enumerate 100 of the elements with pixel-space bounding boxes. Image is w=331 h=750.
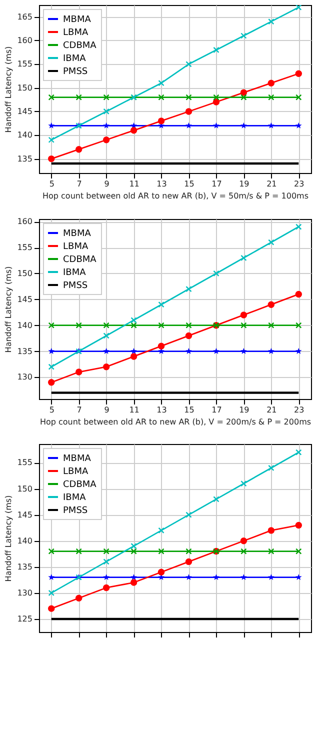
point <box>103 548 110 554</box>
point <box>158 527 164 534</box>
point <box>240 312 248 318</box>
legend-label: LBMA <box>63 28 89 38</box>
y-tick-label: 140 <box>17 130 32 140</box>
legend-label: IBMA <box>63 268 87 278</box>
x-tick-label: 23 <box>294 406 304 414</box>
x-axis-title: Hop count between old AR to new AR (b), V = 50m/s & P = 100ms <box>42 192 308 200</box>
legend-label: MBMA <box>63 454 92 464</box>
legend-label: PMSS <box>63 506 88 516</box>
point <box>48 348 55 354</box>
x-tick-label: 17 <box>212 406 222 414</box>
point <box>76 322 82 328</box>
x-tick-label: 9 <box>104 406 110 414</box>
y-tick-label: 135 <box>17 154 32 164</box>
point <box>130 542 137 550</box>
point <box>240 89 248 96</box>
point <box>103 94 110 100</box>
point <box>186 548 192 554</box>
point <box>130 322 137 328</box>
point <box>213 496 220 502</box>
x-tick-label: 5 <box>49 406 54 414</box>
point <box>76 548 82 554</box>
x-tick-label: 13 <box>156 180 167 188</box>
x-tick-label: 15 <box>184 180 194 188</box>
y-tick-label: 125 <box>17 614 32 624</box>
y-tick-label: 135 <box>17 346 32 356</box>
point <box>130 579 138 586</box>
point <box>103 574 110 580</box>
point <box>268 18 274 25</box>
x-axis-title: Hop count between old AR to new AR (b), V = 200m/s & P = 200ms <box>40 418 312 426</box>
y-axis-title: Handoff Latency (ms) <box>4 495 14 582</box>
x-tick-label: 11 <box>129 406 140 414</box>
point <box>268 464 274 472</box>
x-tick-label: 23 <box>294 180 304 188</box>
point <box>240 348 247 354</box>
y-tick-label: 140 <box>17 536 32 546</box>
point <box>240 548 247 554</box>
point <box>268 80 275 86</box>
point <box>48 94 54 100</box>
point <box>48 364 54 370</box>
point <box>102 136 110 144</box>
point <box>186 286 192 292</box>
point <box>130 127 138 134</box>
point <box>268 94 274 100</box>
point <box>130 574 137 580</box>
point <box>240 574 247 580</box>
x-tick-label: 9 <box>104 180 110 188</box>
x-tick-label: 21 <box>266 180 277 188</box>
point <box>75 146 82 153</box>
y-tick-label: 145 <box>17 294 32 304</box>
x-tick-label: 7 <box>76 406 82 414</box>
point <box>103 108 110 115</box>
point <box>48 605 55 612</box>
point <box>158 94 164 100</box>
x-tick-label: 13 <box>156 406 167 414</box>
y-tick-label: 155 <box>17 458 32 468</box>
point <box>295 290 302 298</box>
point <box>213 122 220 128</box>
point <box>48 136 54 143</box>
point <box>240 32 247 39</box>
y-tick-label: 150 <box>17 83 32 92</box>
point <box>130 548 137 554</box>
point <box>48 322 54 328</box>
point <box>103 122 110 128</box>
legend-label: IBMA <box>63 54 87 64</box>
point <box>240 322 247 328</box>
legend-label: MBMA <box>63 229 92 239</box>
point <box>130 353 138 360</box>
y-axis-title: Handoff Latency (ms) <box>4 46 14 133</box>
point <box>158 322 164 328</box>
point <box>268 301 275 308</box>
y-tick-label: 155 <box>17 243 32 252</box>
point <box>295 522 302 529</box>
y-tick-label: 140 <box>17 320 32 330</box>
point <box>130 317 137 324</box>
point <box>48 574 55 580</box>
point <box>76 94 82 100</box>
x-tick-label: 21 <box>266 406 277 414</box>
point <box>158 568 165 576</box>
y-tick-label: 145 <box>17 106 32 116</box>
point <box>240 480 247 487</box>
point <box>48 379 55 386</box>
legend-label: CDBMA <box>63 480 98 490</box>
point <box>102 363 110 370</box>
legend-label: CDBMA <box>63 41 98 51</box>
point <box>185 332 192 340</box>
point <box>103 558 110 565</box>
point <box>186 574 192 580</box>
x-tick-label: 19 <box>239 406 250 414</box>
point <box>48 155 55 162</box>
point <box>75 594 82 602</box>
point <box>212 98 220 106</box>
point <box>295 574 302 580</box>
y-tick-label: 165 <box>17 12 32 22</box>
point <box>103 332 110 339</box>
point <box>268 574 274 580</box>
point <box>213 270 220 277</box>
y-tick-label: 150 <box>17 484 32 494</box>
y-tick-label: 130 <box>17 372 32 382</box>
